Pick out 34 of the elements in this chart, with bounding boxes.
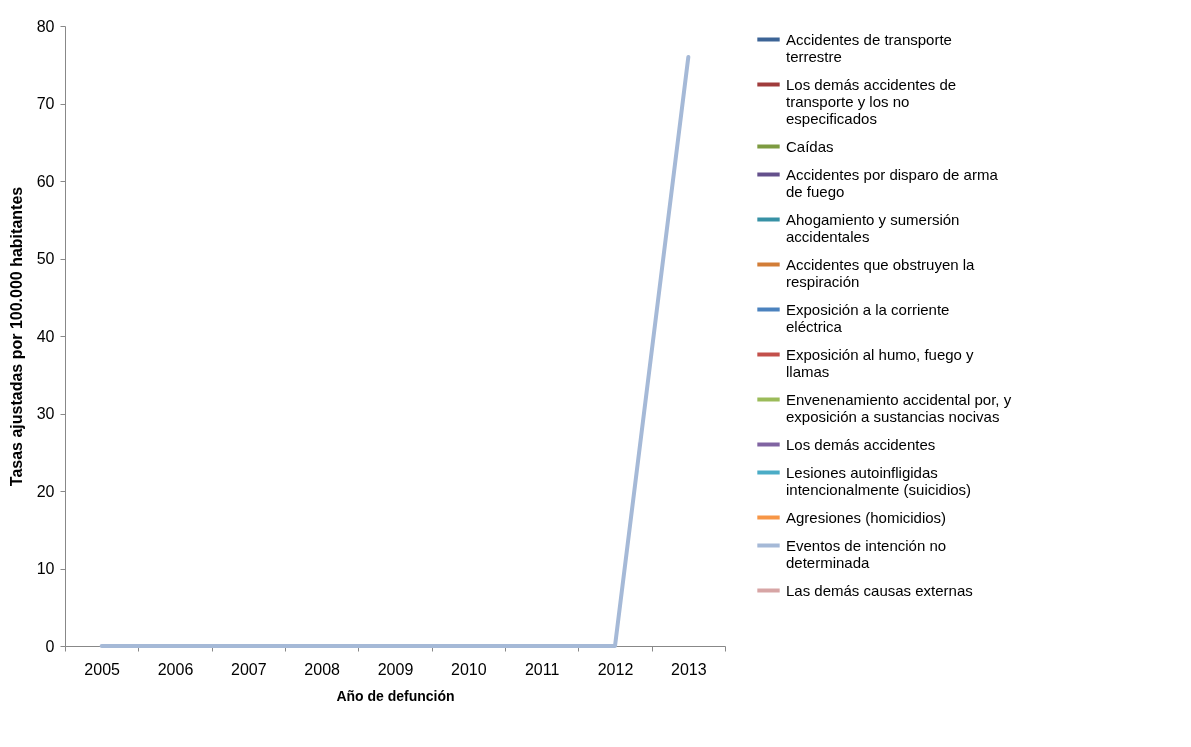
y-axis-title: Tasas ajustadas por 100.000 habitantes (7, 186, 25, 487)
x-tick-label: 2007 (231, 660, 267, 678)
legend-label: Agresiones (homicidios) (786, 508, 947, 526)
legend-label: Ahogamiento y sumersión accidentales (786, 210, 960, 245)
legend-label: Lesiones autoinfligidas intencionalmente (suicidios) (786, 463, 972, 498)
y-tick-label: 0 (45, 637, 55, 655)
x-tick-label: 2006 (157, 660, 194, 678)
y-tick-label: 40 (36, 327, 55, 345)
legend-label: Accidentes de transporte terrestre (786, 30, 952, 65)
legend-label: Envenenamiento accidental por, y exposición a sustancias nocivas (786, 390, 1012, 425)
y-tick-label: 70 (36, 95, 55, 112)
y-tick-label: 50 (36, 250, 55, 267)
y-tick-label: 10 (36, 560, 55, 577)
x-axis-title: Año de defunción (336, 687, 455, 704)
legend-label: Los demás accidentes de transporte y los no especificados (786, 75, 957, 127)
y-tick-label: 80 (36, 17, 55, 35)
legend-label: Accidentes que obstruyen la respiración (786, 255, 976, 290)
y-tick-label: 30 (36, 405, 55, 422)
legend-label: Los demás accidentes (786, 435, 936, 453)
x-tick-label: 2009 (377, 660, 414, 678)
y-tick-label: 20 (36, 482, 55, 500)
legend-label: Las demás causas externas (786, 581, 973, 599)
legend-label: Exposición a la corriente eléctrica (786, 300, 950, 335)
x-tick-label: 2005 (84, 660, 121, 678)
x-tick-label: 2011 (524, 660, 560, 678)
x-tick-label: 2008 (304, 660, 341, 678)
legend-label: Eventos de intención no determinada (786, 536, 947, 571)
legend-label: Caídas (786, 137, 834, 155)
legend-label: Accidentes por disparo de arma de fuego (786, 165, 999, 200)
legend-label: Exposición al humo, fuego y llamas (786, 345, 975, 380)
y-tick-label: 60 (36, 172, 55, 190)
x-tick-label: 2010 (451, 660, 487, 678)
x-tick-label: 2012 (597, 660, 634, 678)
x-tick-label: 2013 (671, 660, 707, 678)
